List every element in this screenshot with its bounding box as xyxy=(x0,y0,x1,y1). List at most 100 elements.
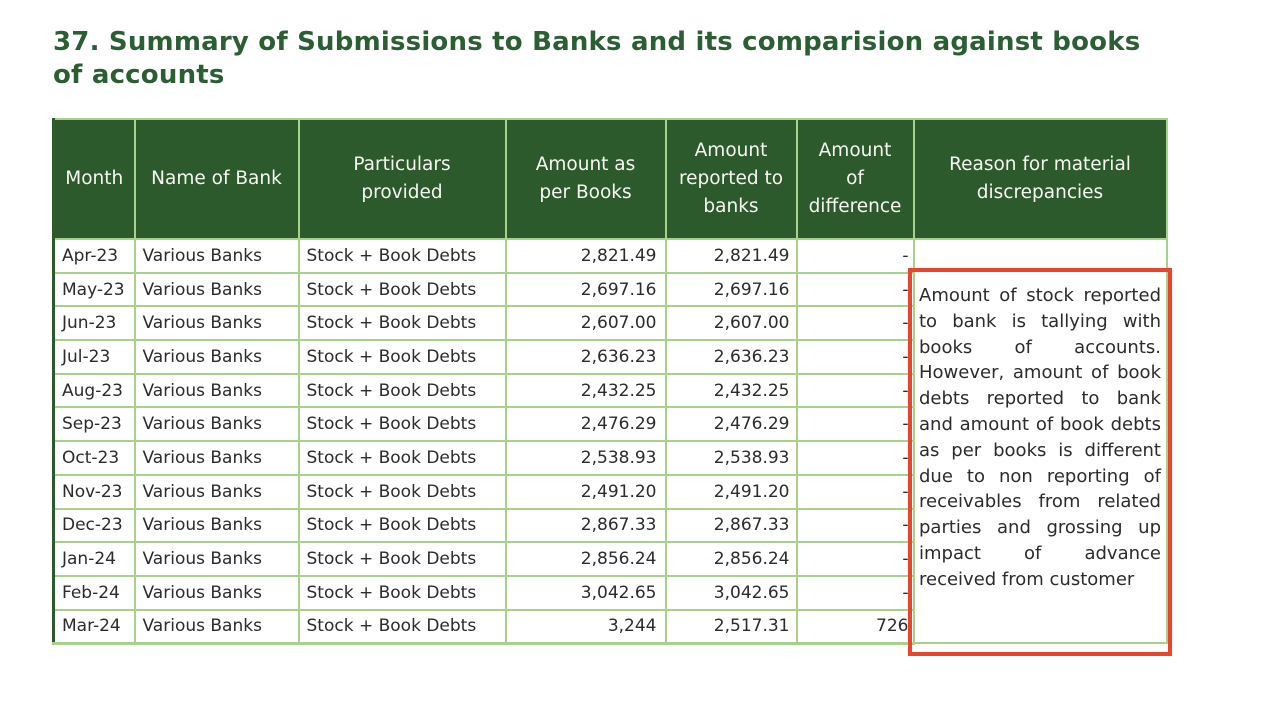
cell-bank: Various Banks xyxy=(133,574,300,611)
cell-reported: 2,538.93 xyxy=(664,440,798,476)
table-row: Jun-23 Various Banks Stock + Book Debts 2,6… xyxy=(52,305,1167,342)
table-header-row: Month Name of Bank Particulars provided … xyxy=(52,118,1168,240)
cell-difference: - xyxy=(795,406,915,443)
table-header: Month Name of Bank Particulars provided … xyxy=(52,118,1168,240)
table-row: Jan-24 Various Banks Stock + Book Debts 2,8… xyxy=(52,541,1167,577)
table-row: May-23 Various Banks Stock + Book Debts 2,6… xyxy=(52,271,1167,308)
reason-note-text: Amount of stock reported to bank is tall… xyxy=(919,285,1161,590)
cell-books: 2,476.29 xyxy=(504,406,667,443)
cell-bank: Various Banks xyxy=(133,608,300,645)
cell-reported: 2,607.00 xyxy=(664,305,798,342)
cell-books: 3,042.65 xyxy=(504,574,667,611)
cell-difference: - xyxy=(795,574,915,611)
cell-difference: - xyxy=(795,507,915,544)
cell-particulars: Stock + Book Debts xyxy=(297,305,507,342)
summary-table-container: Month Name of Bank Particulars provided … xyxy=(52,118,1172,656)
cell-reported: 2,697.16 xyxy=(664,271,798,308)
cell-books: 2,867.33 xyxy=(504,507,667,544)
cell-bank: Various Banks xyxy=(133,271,300,308)
table-row: Aug-23 Various Banks Stock + Book Debts 2,4… xyxy=(52,372,1167,409)
cell-books: 2,607.00 xyxy=(504,305,667,342)
cell-particulars: Stock + Book Debts xyxy=(297,541,507,577)
cell-bank: Various Banks xyxy=(133,440,300,476)
cell-particulars: Stock + Book Debts xyxy=(297,608,507,645)
header-cell-month: Month xyxy=(52,118,136,240)
cell-particulars: Stock + Book Debts xyxy=(297,507,507,544)
cell-month: Jun-23 xyxy=(52,305,136,342)
page-title-line-1: 37. Summary of Submissions to Banks and … xyxy=(53,27,1141,57)
header-cell-difference: Amount of difference xyxy=(795,118,915,240)
cell-bank: Various Banks xyxy=(133,305,300,342)
table-body: Apr-23 Various Banks Stock + Book Debts 2,8… xyxy=(52,237,1168,645)
cell-bank: Various Banks xyxy=(133,473,300,510)
table-row: Nov-23 Various Banks Stock + Book Debts 2,4… xyxy=(52,473,1167,510)
cell-month: May-23 xyxy=(52,271,136,308)
cell-month: Mar-24 xyxy=(52,608,136,645)
cell-bank: Various Banks xyxy=(133,406,300,443)
cell-books: 2,636.23 xyxy=(504,339,667,375)
cell-difference: - xyxy=(795,473,915,510)
header-cell-reason: Reason for material discrepancies xyxy=(912,118,1168,240)
header-cell-books: Amount as per Books xyxy=(504,118,667,240)
cell-books: 2,697.16 xyxy=(504,271,667,308)
cell-bank: Various Banks xyxy=(133,541,300,577)
cell-difference: - xyxy=(795,440,915,476)
page-title: 37. Summary of Submissions to Banks and … xyxy=(53,26,1140,92)
cell-month: Jan-24 xyxy=(52,541,136,577)
reason-annotation-box: Amount of stock reported to bank is tall… xyxy=(908,268,1172,656)
cell-books: 2,856.24 xyxy=(504,541,667,577)
table-row: Oct-23 Various Banks Stock + Book Debts 2,5… xyxy=(52,440,1167,476)
table-row: Feb-24 Various Banks Stock + Book Debts 3,0… xyxy=(52,574,1167,611)
cell-reason-merged xyxy=(912,237,1168,645)
cell-books: 2,821.49 xyxy=(504,238,667,274)
cell-books: 3,244 xyxy=(504,608,667,645)
cell-reported: 2,821.49 xyxy=(664,238,798,274)
table-row: Jul-23 Various Banks Stock + Book Debts 2,6… xyxy=(52,339,1167,375)
cell-particulars: Stock + Book Debts xyxy=(297,339,507,375)
cell-month: Feb-24 xyxy=(52,574,136,611)
cell-month: Nov-23 xyxy=(52,473,136,510)
cell-difference: - xyxy=(795,271,915,308)
header-cell-particulars: Particulars provided xyxy=(297,118,507,240)
table-row: Dec-23 Various Banks Stock + Book Debts 2,8… xyxy=(52,507,1167,544)
cell-reported: 2,856.24 xyxy=(664,541,798,577)
cell-reported: 2,636.23 xyxy=(664,339,798,375)
table-row: Mar-24 Various Banks Stock + Book Debts 3,2… xyxy=(52,608,1167,645)
cell-difference: - xyxy=(795,541,915,577)
cell-month: Jul-23 xyxy=(52,339,136,375)
cell-particulars: Stock + Book Debts xyxy=(297,271,507,308)
header-cell-bank: Name of Bank xyxy=(133,118,300,240)
table-row: Apr-23 Various Banks Stock + Book Debts 2,8… xyxy=(52,237,1168,645)
cell-reported: 2,432.25 xyxy=(664,372,798,409)
table-row: Sep-23 Various Banks Stock + Book Debts 2,4… xyxy=(52,406,1167,443)
cell-reported: 2,867.33 xyxy=(664,507,798,544)
cell-month: Aug-23 xyxy=(52,372,136,409)
cell-particulars: Stock + Book Debts xyxy=(297,372,507,409)
cell-month: Dec-23 xyxy=(52,507,136,544)
page-title-line-2: of accounts xyxy=(53,60,225,90)
cell-reported: 2,476.29 xyxy=(664,406,798,443)
cell-books: 2,491.20 xyxy=(504,473,667,510)
cell-particulars: Stock + Book Debts xyxy=(297,238,507,274)
cell-difference: - xyxy=(795,372,915,409)
header-cell-reported: Amount reported to banks xyxy=(664,118,798,240)
cell-bank: Various Banks xyxy=(133,238,300,274)
cell-month: Oct-23 xyxy=(52,440,136,476)
cell-bank: Various Banks xyxy=(133,372,300,409)
cell-books: 2,538.93 xyxy=(504,440,667,476)
cell-difference: - xyxy=(795,305,915,342)
cell-particulars: Stock + Book Debts xyxy=(297,406,507,443)
cell-reported: 3,042.65 xyxy=(664,574,798,611)
cell-month: Apr-23 xyxy=(52,238,136,274)
cell-particulars: Stock + Book Debts xyxy=(297,574,507,611)
cell-difference: 726 xyxy=(795,608,915,645)
cell-bank: Various Banks xyxy=(133,507,300,544)
cell-particulars: Stock + Book Debts xyxy=(297,440,507,476)
cell-difference: - xyxy=(795,238,915,274)
cell-difference: - xyxy=(795,339,915,375)
cell-books: 2,432.25 xyxy=(504,372,667,409)
cell-reported: 2,517.31 xyxy=(664,608,798,645)
cell-particulars: Stock + Book Debts xyxy=(297,473,507,510)
cell-bank: Various Banks xyxy=(133,339,300,375)
